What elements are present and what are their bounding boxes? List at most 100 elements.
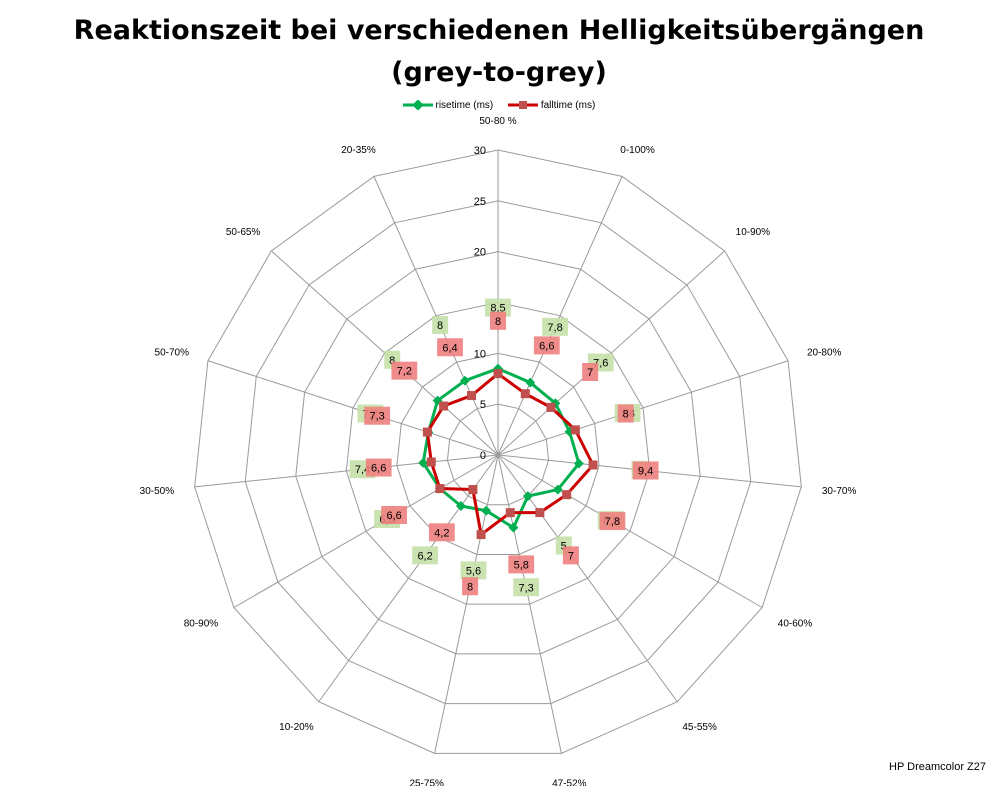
data-label-risetime: 8 — [437, 320, 443, 332]
grid-spoke — [497, 454, 763, 608]
grid-spoke — [497, 176, 623, 456]
watermark-text: HP Dreamcolor Z27 — [889, 761, 986, 773]
legend-marker-risetime — [402, 99, 433, 112]
grid-spoke — [207, 360, 499, 456]
tick-label: 20 — [474, 247, 486, 259]
data-label-bg — [490, 311, 506, 330]
data-point-falltime — [467, 391, 477, 401]
legend-label-risetime: risetime (ms) — [435, 100, 494, 111]
data-label-falltime: 4,2 — [434, 527, 449, 539]
grid-spoke — [318, 454, 499, 703]
data-label-bg — [428, 523, 455, 542]
category-label: 80-90% — [184, 619, 219, 630]
category-label: 10-90% — [736, 227, 771, 238]
category-label: 30-50% — [140, 486, 175, 497]
data-label-falltime: 7,2 — [397, 366, 412, 378]
data-label-bg — [508, 555, 535, 574]
grid-ring-5 — [446, 403, 550, 506]
data-point-falltime — [562, 490, 572, 500]
data-label-falltime: 7 — [568, 550, 574, 562]
category-label: 40-60% — [778, 619, 813, 630]
category-label: 0-100% — [620, 145, 655, 156]
category-label: 20-35% — [341, 145, 376, 156]
data-point-risetime — [418, 457, 429, 468]
grid-spoke — [373, 176, 499, 456]
data-label-falltime: 7,3 — [369, 411, 384, 423]
legend: risetime (ms) falltime (ms) — [0, 99, 998, 112]
data-label-falltime: 7 — [587, 367, 593, 379]
data-point-risetime — [522, 491, 533, 502]
tick-label: 10 — [474, 348, 486, 360]
data-label-bg — [391, 361, 418, 380]
data-label-falltime: 8 — [623, 409, 629, 421]
data-label-risetime: 7,3 — [518, 582, 533, 594]
category-label: 50-80 % — [479, 116, 516, 127]
data-point-falltime — [439, 401, 449, 411]
data-label-falltime: 6,6 — [371, 463, 386, 475]
data-point-falltime — [422, 427, 432, 437]
legend-item-falltime: falltime (ms) — [508, 100, 595, 111]
grid-spoke — [194, 454, 499, 488]
chart-title: Reaktionszeit bei verschiedenen Helligke… — [0, 10, 998, 94]
category-label: 47-52% — [552, 779, 587, 786]
data-label-bg — [599, 512, 626, 531]
category-label: 50-70% — [155, 347, 190, 358]
data-label-bg — [432, 315, 449, 334]
category-label: 30-70% — [822, 486, 857, 497]
grid-ring-25 — [244, 200, 752, 705]
legend-item-risetime: risetime (ms) — [402, 99, 494, 112]
category-label: 45-55% — [682, 722, 717, 733]
data-label-falltime: 8 — [467, 581, 473, 593]
data-label-falltime: 7,8 — [605, 516, 620, 528]
data-label-bg — [381, 505, 408, 524]
grid-spoke — [497, 360, 789, 456]
grid-spoke — [497, 454, 562, 754]
data-label-bg — [533, 336, 560, 355]
chart-title-line-1: Reaktionszeit bei verschiedenen Helligke… — [73, 15, 925, 46]
category-label: 20-80% — [807, 347, 842, 358]
data-label-risetime: 8 — [389, 355, 395, 367]
data-point-falltime — [546, 402, 556, 412]
data-point-risetime — [459, 375, 470, 386]
grid-ring-30 — [194, 149, 802, 754]
data-point-falltime — [435, 484, 445, 494]
data-label-bg — [462, 577, 479, 596]
grid-spoke — [233, 454, 499, 608]
series-line-falltime — [425, 372, 595, 537]
data-point-risetime — [456, 501, 466, 511]
data-label-bg — [460, 561, 487, 580]
data-point-risetime — [481, 505, 492, 516]
data-point-falltime — [476, 530, 486, 540]
category-label: 50-65% — [226, 227, 261, 238]
data-label-falltime: 6,6 — [539, 340, 554, 352]
data-label-falltime: 8 — [495, 316, 501, 328]
category-label: 25-75% — [409, 779, 444, 786]
data-label-falltime: 6,4 — [442, 342, 457, 354]
legend-marker-falltime — [508, 101, 539, 110]
data-label-risetime: 5,6 — [466, 565, 481, 577]
data-point-falltime — [535, 508, 545, 518]
tick-label: 25 — [474, 196, 486, 208]
data-label-bg — [562, 546, 579, 565]
data-label-bg — [582, 363, 599, 382]
data-label-bg — [617, 404, 634, 423]
data-label-falltime: 6,6 — [386, 510, 401, 522]
data-label-bg — [364, 406, 391, 425]
data-point-risetime — [573, 458, 584, 469]
chart-title-line-2: (grey-to-grey) — [391, 57, 607, 88]
data-point-falltime — [588, 460, 598, 470]
data-point-falltime — [468, 485, 478, 495]
tick-label: 30 — [474, 145, 486, 157]
data-point-falltime — [505, 508, 515, 518]
legend-label-falltime: falltime (ms) — [540, 100, 596, 111]
data-point-falltime — [520, 389, 530, 399]
grid-ring-15 — [345, 301, 651, 605]
data-label-falltime: 5,8 — [514, 559, 529, 571]
data-label-risetime: 7,8 — [547, 322, 562, 334]
tick-label: 5 — [480, 399, 486, 411]
data-label-falltime: 9,4 — [638, 466, 653, 478]
data-label-bg — [542, 317, 568, 336]
data-label-risetime: 6,2 — [417, 550, 432, 562]
data-label-risetime: 8,5 — [490, 303, 505, 315]
